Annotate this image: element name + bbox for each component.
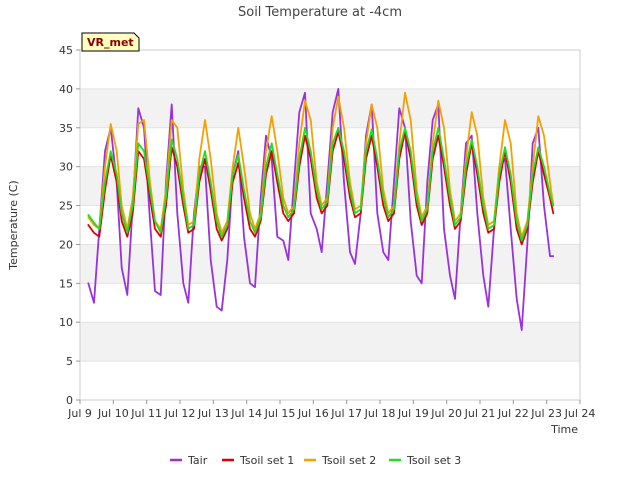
x-tick-label: Jul 14	[230, 407, 262, 420]
plot-area	[79, 49, 581, 401]
y-tick-label: 35	[59, 122, 73, 135]
x-tick-label: Jul 17	[330, 407, 362, 420]
x-tick-label: Jul 22	[497, 407, 529, 420]
grid-band	[80, 322, 580, 362]
grid-band	[80, 88, 580, 128]
series-line-tsoil-set-3	[87, 126, 555, 242]
x-tick-label: Jul 20	[430, 407, 462, 420]
chart-title: Soil Temperature at -4cm	[238, 5, 402, 20]
x-tick-label: Jul 21	[464, 407, 496, 420]
x-tick-label: Jul 15	[264, 407, 296, 420]
legend-label: Tsoil set 2	[321, 454, 376, 467]
y-tick-label: 45	[59, 44, 73, 57]
x-tick-label: Jul 23	[530, 407, 562, 420]
y-axis-label: Temperature (C)	[7, 180, 20, 270]
x-tick-label: Jul 9	[67, 407, 92, 420]
y-tick-label: 30	[59, 161, 73, 174]
legend-label: Tair	[187, 454, 208, 467]
x-axis-label: Time	[550, 423, 578, 436]
x-axis: Jul 9 Jul 10 Jul 11 Jul 12 Jul 13 Jul 14 Jul 1…	[67, 400, 595, 420]
y-tick-label: 20	[59, 238, 73, 251]
y-tick-label: 15	[59, 277, 73, 290]
x-tick-label: Jul 18	[364, 407, 396, 420]
x-tick-label: Jul 10	[97, 407, 129, 420]
legend-label: Tsoil set 1	[239, 454, 294, 467]
x-tick-label: Jul 16	[297, 407, 329, 420]
legend: Tair Tsoil set 1 Tsoil set 2 Tsoil set 3	[170, 454, 461, 467]
grid-band	[80, 244, 580, 284]
y-tick-label: 5	[66, 355, 73, 368]
y-tick-label: 0	[66, 394, 73, 407]
legend-label: Tsoil set 3	[406, 454, 461, 467]
y-axis: 0 5 10 15 20 25 30 35 40 45	[59, 44, 80, 407]
x-tick-label: Jul 13	[197, 407, 229, 420]
station-label-box: VR_met	[81, 32, 140, 52]
y-tick-label: 40	[59, 83, 73, 96]
series-line-tsoil-set-1	[87, 130, 555, 246]
x-tick-label: Jul 11	[130, 407, 162, 420]
x-tick-label: Jul 12	[164, 407, 196, 420]
x-tick-label: Jul 24	[564, 407, 596, 420]
x-tick-label: Jul 19	[397, 407, 429, 420]
series-lines	[87, 88, 555, 331]
station-label: VR_met	[87, 36, 134, 49]
y-tick-label: 25	[59, 200, 73, 213]
y-tick-label: 10	[59, 316, 73, 329]
